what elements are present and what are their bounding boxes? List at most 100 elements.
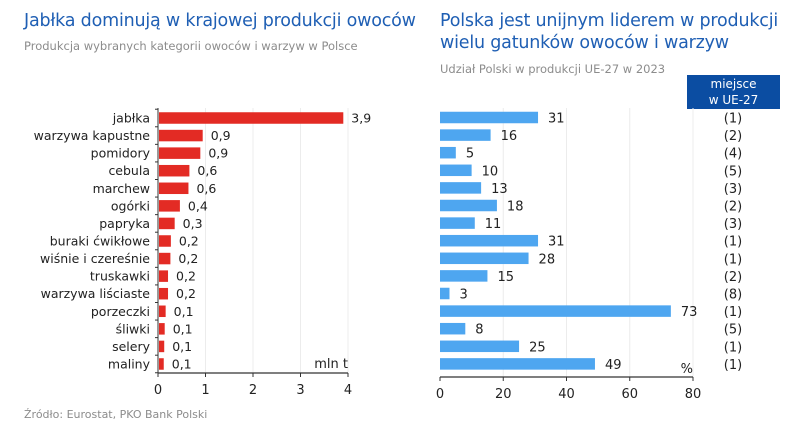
right-value-label: 73 [681,305,698,320]
rank-label: (3) [724,217,742,232]
right-bar [440,287,450,300]
right-bar [440,182,482,194]
right-chart-subtitle: Udział Polski w produkcji UE-27 w 2023 [440,62,666,76]
left-value-label: 0,3 [183,216,203,231]
left-category-label: wiśnie i czereśnie [40,251,150,266]
left-category-label: pomidory [91,146,151,161]
right-bar [440,270,488,282]
right-value-label: 31 [548,112,565,127]
left-x-tick-label: 4 [344,383,352,398]
right-value-label: 25 [529,340,546,355]
right-bar [440,164,472,177]
right-x-tick-label: 40 [558,387,575,402]
right-x-tick-label: 80 [685,387,702,402]
right-bar [440,340,520,353]
right-chart-title-line1: Polska jest unijnym liderem w produkcji [440,11,779,31]
left-bar [159,270,169,282]
left-bar [159,358,164,370]
left-value-label: 0,9 [211,128,231,143]
right-value-label: 11 [485,217,502,232]
left-bar [159,252,171,265]
left-value-label: 0,1 [172,339,192,354]
right-value-label: 13 [491,182,508,197]
right-bar [440,234,539,247]
rank-label: (3) [724,182,742,197]
left-bar [159,182,189,195]
rank-label: (1) [724,358,742,373]
left-bar [159,235,171,247]
left-value-label: 0,1 [174,304,194,319]
rank-label: (2) [724,270,742,285]
left-bar [159,340,165,353]
left-bar [159,112,344,124]
left-category-label: warzywa liściaste [41,286,151,301]
right-value-label: 8 [475,323,483,338]
rank-label: (4) [724,147,742,162]
right-value-label: 28 [539,252,556,267]
right-chart-title-line2: wielu gatunków owoców i warzyw [440,33,729,53]
left-x-tick-label: 2 [249,383,257,398]
right-bar [440,146,456,159]
left-category-label: truskawki [90,269,150,284]
rank-label: (1) [724,340,742,355]
left-chart-title: Jabłka dominują w krajowej produkcji owo… [24,11,416,31]
right-unit-label: % [681,362,693,377]
left-chart-subtitle: Produkcja wybranych kategorii owoców i w… [24,39,358,53]
rank-label: (2) [724,129,742,144]
left-bar [159,323,165,335]
left-category-label: marchew [93,181,150,196]
right-value-label: 49 [605,358,622,373]
right-bar [440,252,529,265]
left-category-label: ogórki [111,198,150,213]
right-value-label: 3 [459,288,467,303]
left-unit-label: mln t [314,357,348,372]
left-value-label: 3,9 [351,111,371,126]
left-bar [159,287,169,300]
left-category-label: maliny [108,356,151,371]
left-category-label: buraki ćwikłowe [50,233,151,248]
left-category-label: śliwki [116,321,150,336]
left-value-label: 0,4 [188,198,208,213]
rank-label: (1) [724,305,742,320]
right-chart-title: Polska jest unijnym liderem w produkcji … [440,10,780,54]
left-bar [159,147,201,159]
left-bar [159,164,190,177]
right-bar [440,111,539,124]
source-note: Źródło: Eurostat, PKO Bank Polski [24,408,208,421]
left-value-label: 0,6 [197,163,217,178]
right-value-label: 16 [501,129,518,144]
left-bar [159,305,166,318]
rank-label: (1) [724,112,742,127]
rank-header-line2: w UE-27 [708,93,759,107]
left-x-tick-label: 3 [296,383,304,398]
left-bar [159,129,203,142]
right-bar [440,358,595,370]
rank-header-badge: miejsce w UE-27 [687,75,780,109]
rank-label: (5) [724,164,742,179]
left-category-label: jabłka [112,111,150,126]
left-value-label: 0,2 [176,286,196,301]
left-category-label: selery [112,339,151,354]
right-bar [440,129,491,141]
right-bar [440,217,475,229]
left-bar [159,217,175,230]
right-x-tick-label: 60 [621,387,638,402]
left-category-label: porzeczki [91,304,150,319]
left-x-tick-label: 1 [201,383,209,398]
right-bar [440,322,466,335]
left-x-tick-label: 0 [154,383,162,398]
rank-label: (1) [724,235,742,250]
left-category-label: cebula [108,163,150,178]
right-bar [440,199,497,212]
left-value-label: 0,2 [178,251,198,266]
left-value-label: 0,2 [179,233,199,248]
left-value-label: 0,2 [176,269,196,284]
right-value-label: 15 [497,270,514,285]
left-value-label: 0,1 [173,321,193,336]
right-x-tick-label: 0 [436,387,444,402]
right-value-label: 31 [548,235,565,250]
left-value-label: 0,6 [196,181,216,196]
rank-label: (5) [724,323,742,338]
rank-label: (8) [724,288,742,303]
